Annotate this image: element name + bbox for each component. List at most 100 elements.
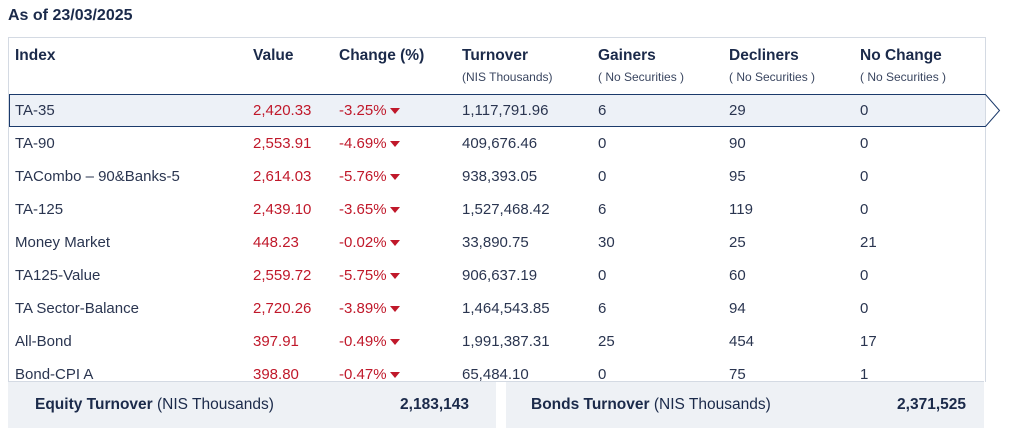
index-decliners: 95 (729, 161, 746, 193)
index-no-change-text: 0 (860, 135, 869, 152)
index-gainers-text: 0 (598, 366, 607, 382)
header-change[interactable]: Change (%) (339, 47, 425, 64)
index-value-text: 2,720.26 (253, 300, 312, 317)
index-gainers: 25 (598, 326, 615, 358)
equity-turnover-label: Equity Turnover (NIS Thousands) (35, 396, 274, 414)
index-gainers-text: 0 (598, 168, 607, 185)
index-decliners: 119 (729, 194, 753, 226)
index-change-text: -0.02% (339, 234, 387, 251)
index-decliners: 29 (729, 95, 746, 127)
index-no-change: 0 (860, 128, 868, 160)
index-gainers: 6 (598, 293, 606, 325)
index-value-text: 2,420.33 (253, 102, 312, 119)
index-turnover-text: 1,117,791.96 (462, 102, 549, 119)
index-change: -5.75% (339, 260, 400, 292)
table-row[interactable]: TACombo – 90&Banks-5 2,614.03 -5.76% 938,39… (9, 161, 985, 193)
triangle-down-icon (389, 207, 400, 214)
index-change: -0.49% (339, 326, 400, 358)
index-no-change: 0 (860, 293, 868, 325)
index-gainers: 0 (598, 260, 606, 292)
table-row[interactable]: TA Sector-Balance 2,720.26 -3.89% 1,464,543… (9, 293, 985, 325)
index-no-change-text: 17 (860, 333, 877, 350)
header-value[interactable]: Value (253, 47, 294, 64)
index-name[interactable]: TACombo – 90&Banks-5 (15, 161, 180, 193)
index-gainers-text: 0 (598, 267, 607, 284)
triangle-down-icon (389, 141, 400, 148)
index-gainers: 0 (598, 359, 606, 382)
index-value-text: 398.80 (253, 366, 299, 382)
index-change: -4.69% (339, 128, 400, 160)
index-no-change-text: 0 (860, 201, 869, 218)
index-value: 397.91 (253, 326, 299, 358)
header-gainers[interactable]: Gainers (598, 47, 656, 64)
index-value-text: 2,559.72 (253, 267, 312, 284)
index-no-change: 1 (860, 359, 868, 382)
turnover-summary: Equity Turnover (NIS Thousands) 2,183,14… (8, 381, 984, 428)
index-name[interactable]: TA125-Value (15, 260, 100, 292)
header-turnover-unit: (NIS Thousands) (462, 70, 553, 84)
index-decliners: 25 (729, 227, 746, 259)
index-turnover: 409,676.46 (462, 128, 537, 160)
index-decliners: 454 (729, 326, 754, 358)
index-value: 398.80 (253, 359, 299, 382)
equity-turnover-value: 2,183,143 (400, 396, 469, 413)
index-change-text: -5.76% (339, 168, 387, 185)
index-name[interactable]: TA-35 (15, 95, 55, 127)
index-decliners: 90 (729, 128, 746, 160)
index-no-change-text: 0 (860, 267, 869, 284)
index-value: 2,439.10 (253, 194, 311, 226)
index-turnover-text: 938,393.05 (462, 168, 538, 185)
table-row[interactable]: TA-90 2,553.91 -4.69% 409,676.46 0 90 0 (9, 128, 985, 160)
header-turnover[interactable]: Turnover (462, 47, 529, 64)
index-turnover-text: 65,484.10 (462, 366, 529, 382)
triangle-down-icon (389, 273, 400, 280)
index-name[interactable]: Money Market (15, 227, 110, 259)
index-name[interactable]: TA-90 (15, 128, 55, 160)
header-decliners[interactable]: Decliners (729, 47, 799, 64)
index-value-text: 448.23 (253, 234, 299, 251)
index-change: -3.25% (339, 95, 400, 127)
index-decliners: 60 (729, 260, 746, 292)
footer-divider (496, 382, 506, 428)
table-row[interactable]: All-Bond 397.91 -0.49% 1,991,387.31 25 454 17 (9, 326, 985, 358)
index-value-text: 2,439.10 (253, 201, 312, 218)
index-turnover: 1,991,387.31 (462, 326, 550, 358)
table-row[interactable]: TA-35 2,420.33 -3.25% 1,117,791.96 6 29 0 (9, 95, 985, 127)
as-of-date: As of 23/03/2025 (8, 7, 133, 24)
index-change-text: -4.69% (339, 135, 387, 152)
index-name[interactable]: TA Sector-Balance (15, 293, 139, 325)
index-value-text: 2,553.91 (253, 135, 312, 152)
index-no-change: 0 (860, 194, 868, 226)
index-no-change-text: 0 (860, 168, 869, 185)
table-row[interactable]: Money Market 448.23 -0.02% 33,890.75 30 25 21 (9, 227, 985, 259)
index-decliners-text: 90 (729, 135, 746, 152)
header-no-change[interactable]: No Change (860, 47, 942, 64)
index-name[interactable]: TA-125 (15, 194, 63, 226)
index-name-text: TA-35 (15, 102, 55, 119)
index-name-text: TACombo – 90&Banks-5 (15, 168, 180, 185)
index-value: 448.23 (253, 227, 299, 259)
index-turnover-text: 1,991,387.31 (462, 333, 550, 350)
index-value: 2,553.91 (253, 128, 311, 160)
index-name-text: Money Market (15, 234, 111, 251)
triangle-down-icon (389, 174, 400, 181)
table-row[interactable]: TA125-Value 2,559.72 -5.75% 906,637.19 0 60 0 (9, 260, 985, 292)
index-gainers-text: 0 (598, 135, 607, 152)
table-row[interactable]: TA-125 2,439.10 -3.65% 1,527,468.42 6 119 0 (9, 194, 985, 226)
index-decliners-text: 94 (729, 300, 746, 317)
index-decliners-text: 60 (729, 267, 746, 284)
index-no-change: 0 (860, 161, 868, 193)
index-decliners-text: 95 (729, 168, 746, 185)
index-decliners: 75 (729, 359, 746, 382)
header-index[interactable]: Index (15, 47, 56, 64)
index-no-change-text: 0 (860, 102, 869, 119)
index-gainers: 6 (598, 95, 606, 127)
index-name[interactable]: Bond-CPI A (15, 359, 93, 382)
table-row[interactable]: Bond-CPI A 398.80 -0.47% 65,484.10 0 75 1 (9, 359, 985, 382)
index-name-text: TA-90 (15, 135, 55, 152)
index-name[interactable]: All-Bond (15, 326, 72, 358)
index-gainers-text: 6 (598, 201, 607, 218)
indices-table: Index Value Change (%) Turnover (NIS Tho… (8, 37, 986, 382)
triangle-down-icon (389, 372, 400, 379)
index-name-text: All-Bond (15, 333, 72, 350)
